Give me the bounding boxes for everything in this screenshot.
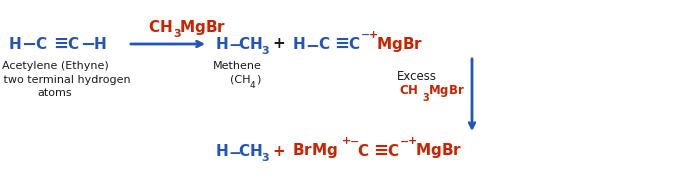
Text: $\mathbf{C}$: $\mathbf{C}$ (357, 143, 369, 159)
Text: $\mathbf{H}$: $\mathbf{H}$ (93, 36, 106, 52)
Text: atoms: atoms (38, 88, 72, 98)
Text: $\mathbf{-}$: $\mathbf{-}$ (228, 36, 242, 52)
Text: $\mathbf{C}$: $\mathbf{C}$ (318, 36, 330, 52)
Text: Excess: Excess (397, 70, 437, 82)
Text: $\mathbf{MgBr}$: $\mathbf{MgBr}$ (428, 83, 465, 99)
Text: $\mathbf{H}$: $\mathbf{H}$ (215, 36, 228, 52)
Text: $\mathbf{CH}$: $\mathbf{CH}$ (148, 19, 173, 35)
Text: $\mathbf{-}$: $\mathbf{-}$ (399, 136, 409, 146)
Text: $\mathbf{+}$: $\mathbf{+}$ (368, 29, 378, 40)
Text: Methene: Methene (213, 61, 261, 71)
Text: $\mathbf{CH}$: $\mathbf{CH}$ (238, 36, 262, 52)
Text: 4: 4 (250, 81, 255, 89)
Text: $\mathbf{MgBr}$: $\mathbf{MgBr}$ (376, 35, 424, 54)
Text: $\mathbf{MgBr}$: $\mathbf{MgBr}$ (415, 141, 462, 160)
Text: $\mathbf{H}$: $\mathbf{H}$ (215, 143, 228, 159)
Text: $\mathbf{BrMg}$: $\mathbf{BrMg}$ (292, 141, 338, 160)
Text: $\mathbf{3}$: $\mathbf{3}$ (261, 44, 270, 56)
Text: $\mathbf{-}$: $\mathbf{-}$ (21, 35, 36, 53)
Text: $\mathbf{MgBr}$: $\mathbf{MgBr}$ (179, 17, 226, 36)
Text: $\mathbf{CH}$: $\mathbf{CH}$ (399, 84, 419, 98)
Text: $\mathbf{+}$: $\mathbf{+}$ (272, 36, 286, 52)
Text: $\mathbf{H}$: $\mathbf{H}$ (292, 36, 305, 52)
Text: $\mathbf{3}$: $\mathbf{3}$ (422, 91, 430, 103)
Text: Acetylene (Ethyne): Acetylene (Ethyne) (1, 61, 108, 71)
Text: Has two terminal hydrogen: Has two terminal hydrogen (0, 75, 131, 85)
Text: $\mathbf{C}$: $\mathbf{C}$ (67, 36, 79, 52)
Text: $\mathbf{\equiv}$: $\mathbf{\equiv}$ (50, 35, 69, 53)
Text: $\mathbf{C}$: $\mathbf{C}$ (387, 143, 399, 159)
Text: $\mathbf{C}$: $\mathbf{C}$ (35, 36, 47, 52)
Text: $\mathbf{\equiv}$: $\mathbf{\equiv}$ (370, 142, 388, 160)
Text: $\mathbf{CH}$: $\mathbf{CH}$ (238, 143, 262, 159)
Text: $\mathbf{-}$: $\mathbf{-}$ (80, 35, 95, 53)
Text: $\mathbf{\equiv}$: $\mathbf{\equiv}$ (331, 35, 349, 53)
Text: $\mathbf{-}$: $\mathbf{-}$ (349, 136, 359, 146)
Text: $\mathbf{+}$: $\mathbf{+}$ (341, 135, 351, 146)
Text: ): ) (256, 75, 260, 85)
Text: $\mathbf{H}$: $\mathbf{H}$ (8, 36, 22, 52)
Text: $\mathbf{3}$: $\mathbf{3}$ (261, 151, 270, 163)
Text: $\mathbf{+}$: $\mathbf{+}$ (272, 144, 286, 158)
Text: $\mathbf{-}$: $\mathbf{-}$ (228, 144, 242, 158)
Text: $\mathbf{-}$: $\mathbf{-}$ (360, 29, 370, 39)
Text: $\mathbf{C}$: $\mathbf{C}$ (348, 36, 360, 52)
Text: $\mathbf{-}$: $\mathbf{-}$ (305, 35, 319, 53)
Text: (CH: (CH (230, 75, 251, 85)
Text: $\mathbf{3}$: $\mathbf{3}$ (173, 27, 182, 39)
Text: $\mathbf{+}$: $\mathbf{+}$ (407, 135, 417, 146)
